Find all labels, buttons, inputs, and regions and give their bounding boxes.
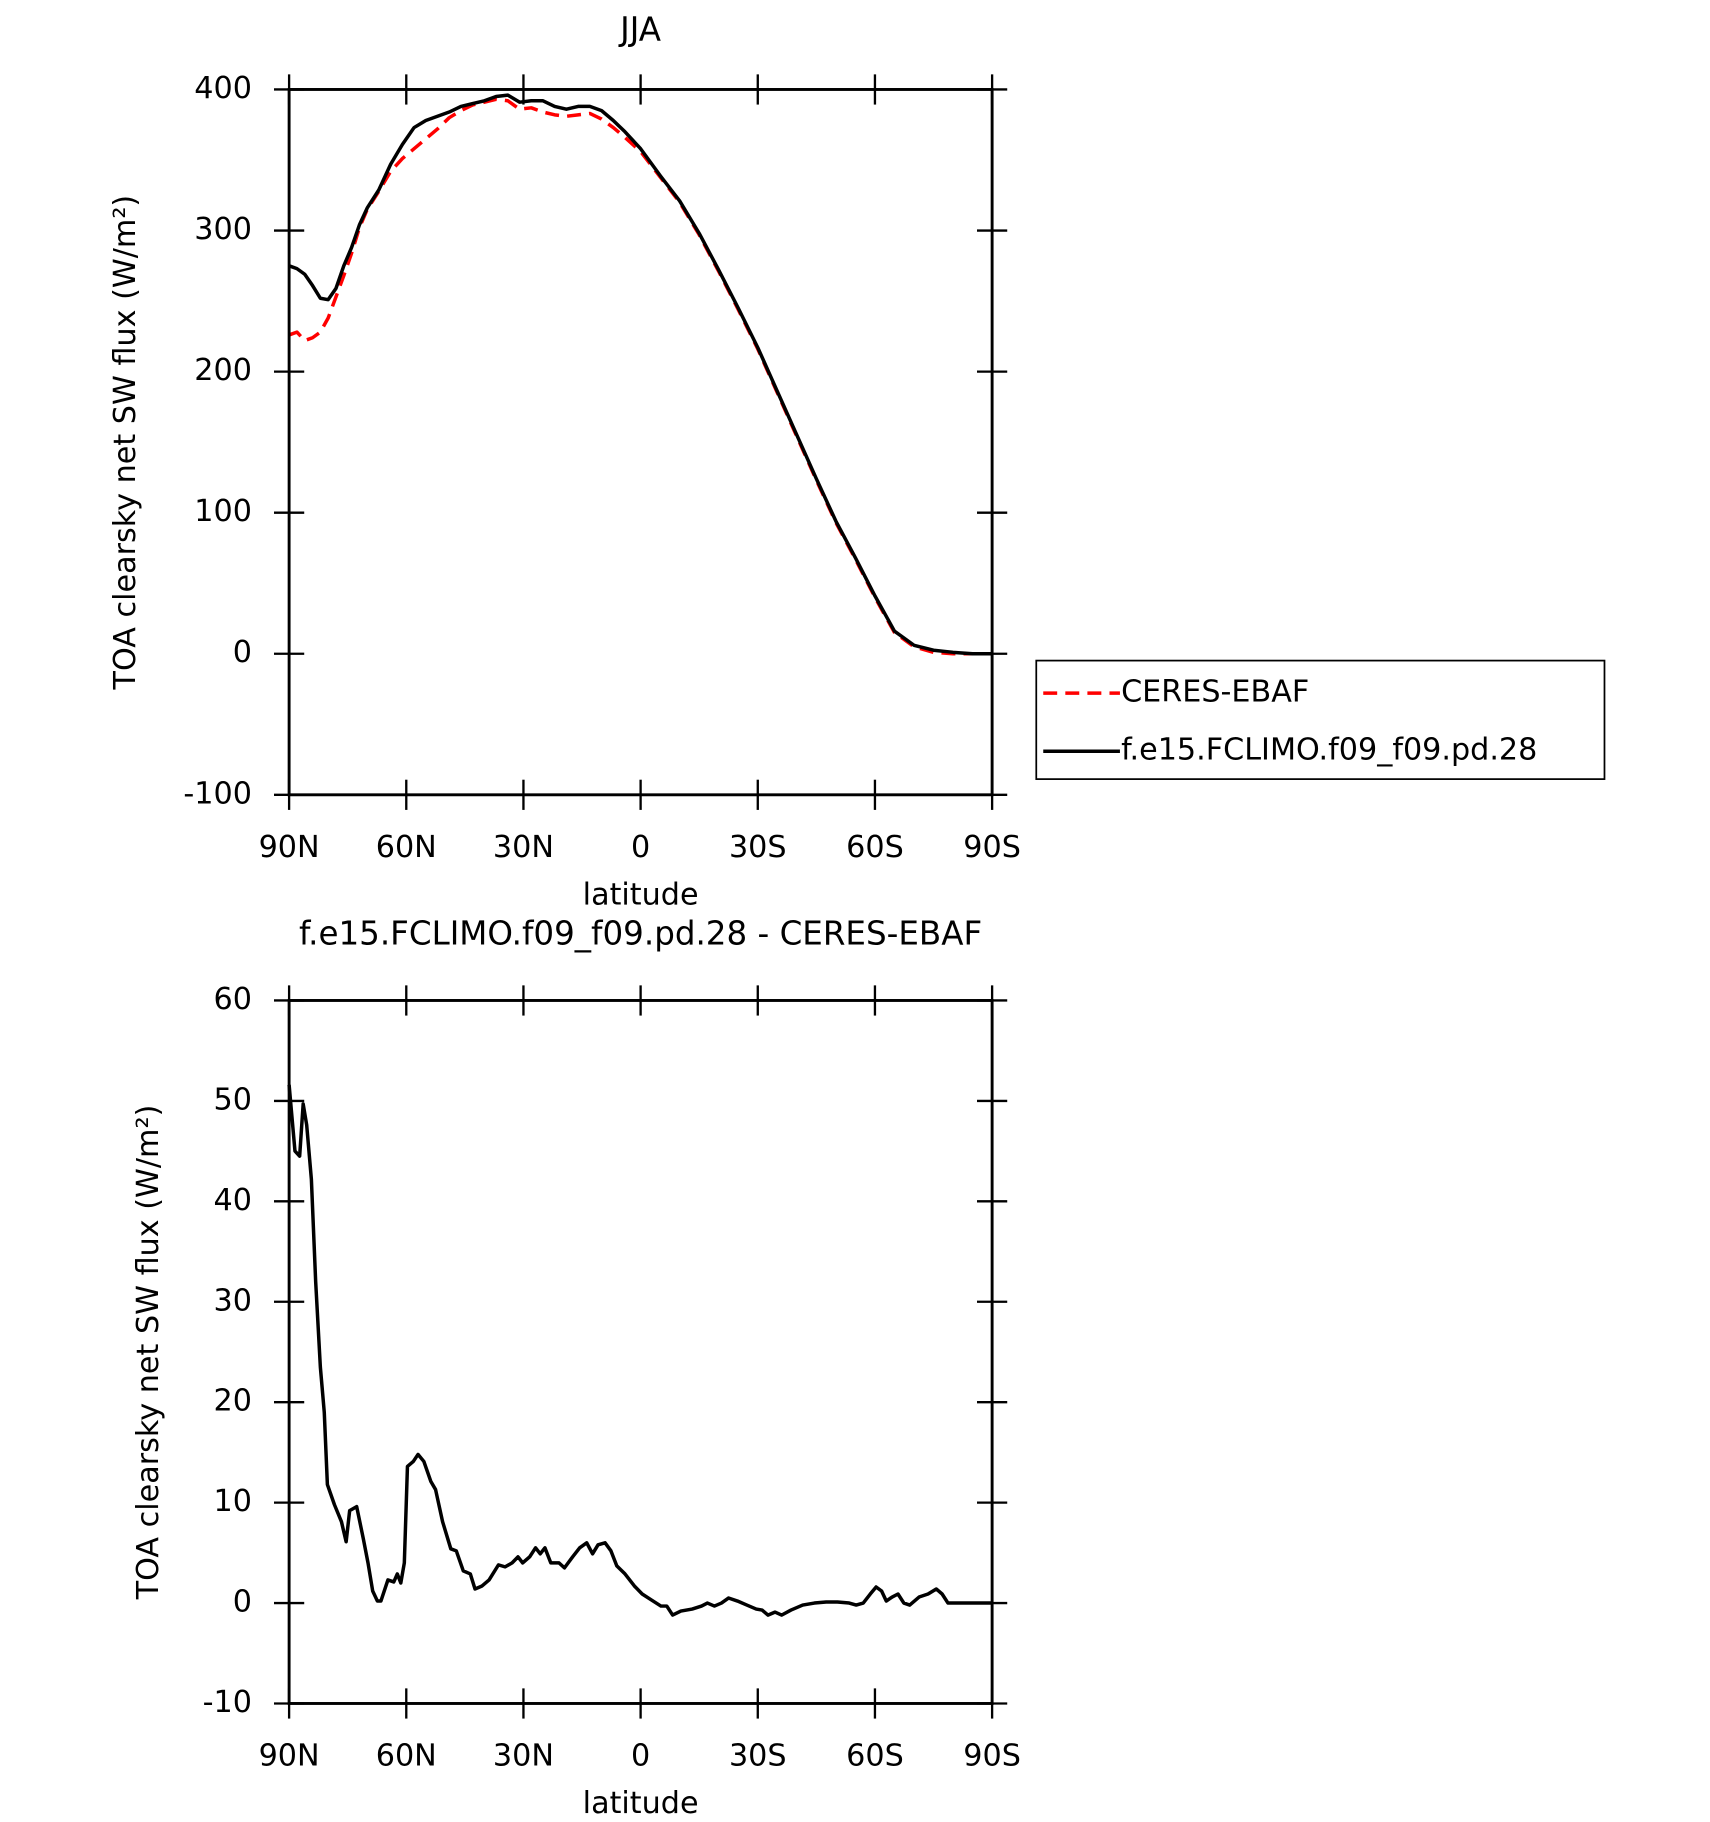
data-line	[287, 1084, 993, 1617]
x-tick-label: 30S	[729, 830, 787, 865]
data-line	[288, 93, 993, 656]
legend-label: f.e15.FCLIMO.f09_f09.pd.28	[1121, 733, 1537, 768]
plot-frame	[287, 88, 994, 797]
y-tick-label: 0	[233, 1585, 252, 1620]
y-tick-label: 100	[194, 494, 252, 529]
x-axis-label: latitude	[583, 877, 699, 912]
y-tick-label: 300	[194, 212, 252, 247]
x-tick-label: 60N	[376, 830, 437, 865]
x-tick-label: 30S	[729, 1738, 787, 1773]
x-tick-label: 30N	[493, 1738, 554, 1773]
x-tick-label: 60N	[376, 1738, 437, 1773]
data-line	[288, 97, 993, 656]
y-tick-label: -100	[183, 776, 252, 811]
y-axis-label: TOA clearsky net SW flux (W/m²)	[108, 195, 143, 691]
x-axis-label: latitude	[583, 1786, 699, 1821]
x-tick-label: 0	[631, 830, 650, 865]
y-tick-label: 20	[213, 1384, 251, 1419]
legend-box	[1035, 659, 1606, 780]
x-tick-label: 90N	[259, 1738, 320, 1773]
x-tick-label: 60S	[846, 830, 904, 865]
y-tick-label: 0	[233, 635, 252, 670]
legend-label: CERES-EBAF	[1121, 675, 1309, 710]
y-tick-label: 200	[194, 353, 252, 388]
x-tick-label: 90N	[259, 830, 320, 865]
y-tick-label: 40	[213, 1183, 251, 1218]
y-axis-label: TOA clearsky net SW flux (W/m²)	[131, 1105, 166, 1601]
y-tick-label: 50	[213, 1082, 251, 1117]
y-tick-label: -10	[203, 1685, 252, 1720]
x-tick-label: 60S	[846, 1738, 904, 1773]
x-tick-label: 90S	[963, 830, 1021, 865]
x-tick-label: 30N	[493, 830, 554, 865]
chart-title: JJA	[618, 10, 661, 48]
y-tick-label: 60	[213, 982, 251, 1017]
plot-frame	[287, 999, 994, 1705]
y-tick-label: 30	[213, 1283, 251, 1318]
y-tick-label: 10	[213, 1484, 251, 1519]
x-tick-label: 0	[631, 1738, 650, 1773]
x-tick-label: 90S	[963, 1738, 1021, 1773]
chart-title: f.e15.FCLIMO.f09_f09.pd.28 - CERES-EBAF	[299, 914, 982, 952]
y-tick-label: 400	[194, 71, 252, 106]
